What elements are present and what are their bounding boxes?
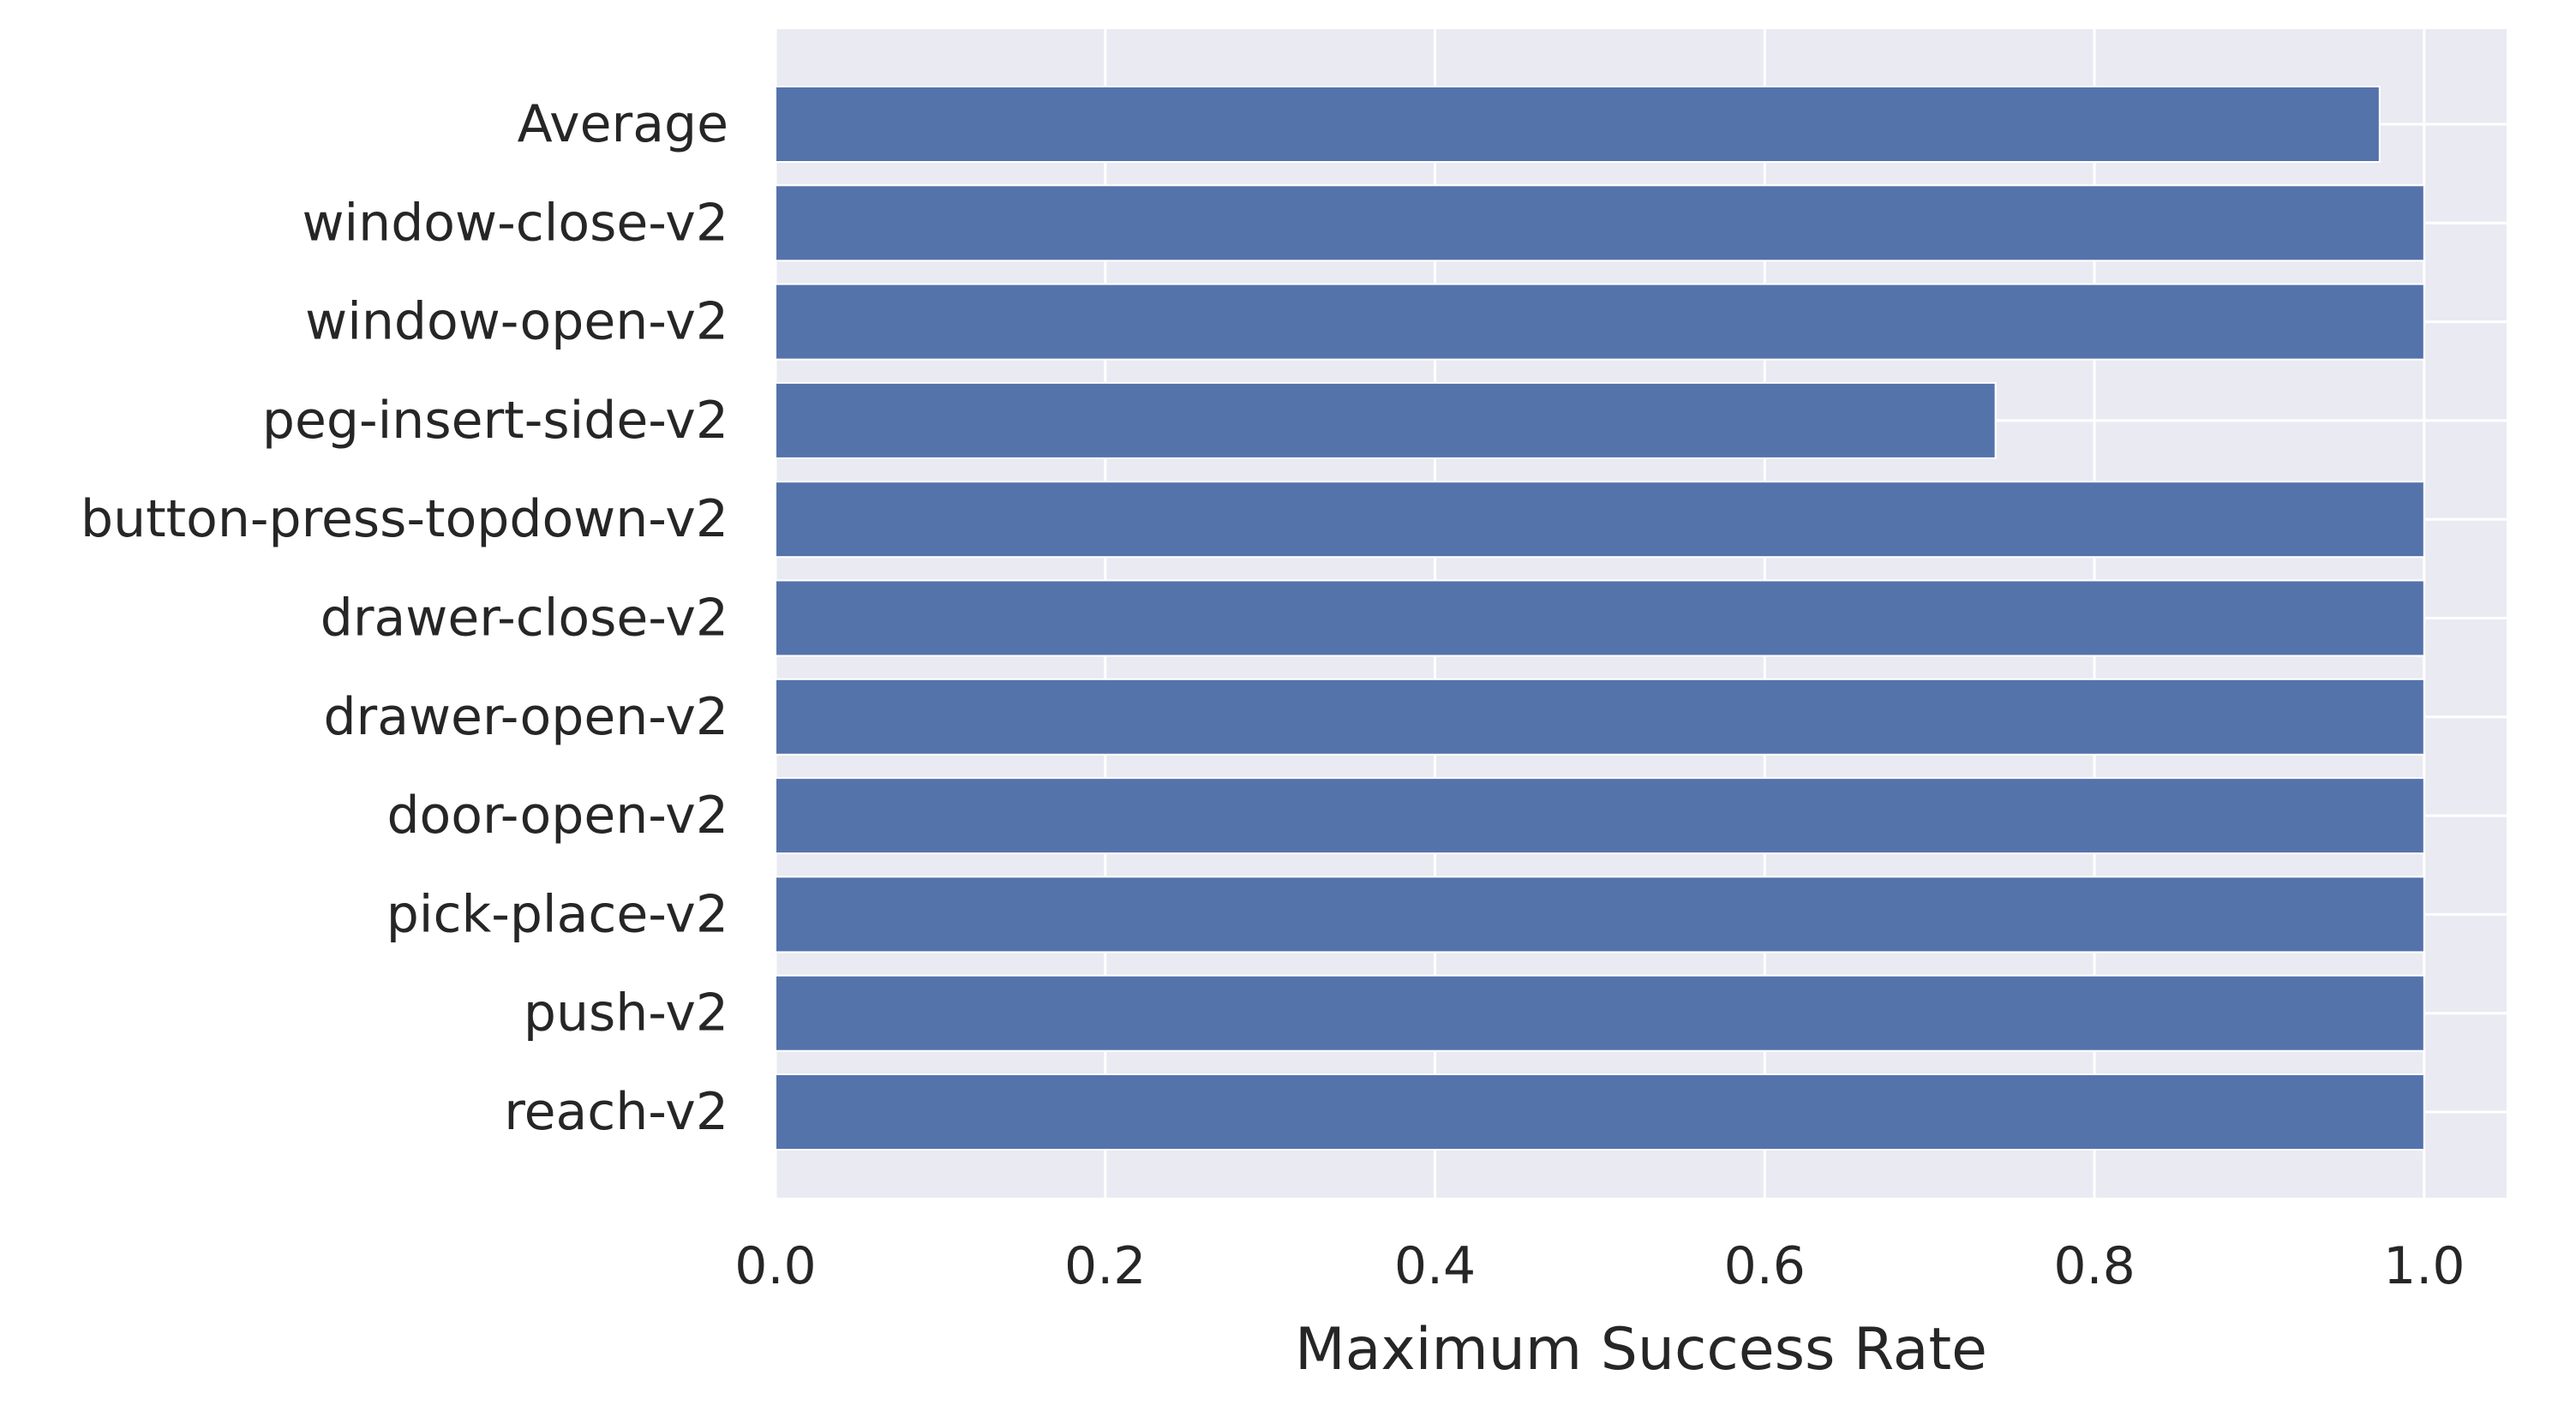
bar-peg-insert-side-v2	[775, 381, 1997, 459]
x-tick-label: 0.4	[1394, 1236, 1476, 1296]
y-tick-label: drawer-open-v2	[323, 687, 728, 747]
y-tick-label: Average	[518, 94, 728, 154]
bar-window-open-v2	[775, 283, 2425, 361]
x-tick-labels: 0.0 0.2 0.4 0.6 0.8 1.0	[734, 1236, 2465, 1296]
y-tick-label: button-press-topdown-v2	[81, 489, 728, 549]
x-tick-label: 0.8	[2053, 1236, 2135, 1296]
y-tick-label: push-v2	[524, 984, 728, 1043]
y-tick-label: window-open-v2	[305, 292, 728, 352]
y-tick-label: pick-place-v2	[386, 884, 728, 944]
bar-push-v2	[775, 974, 2425, 1052]
bar-door-open-v2	[775, 777, 2425, 855]
y-tick-label: window-close-v2	[302, 193, 728, 253]
bar-Average	[775, 86, 2381, 163]
x-tick-label: 0.6	[1724, 1236, 1806, 1296]
y-tick-labels: Average window-close-v2 window-open-v2 peg-…	[81, 94, 728, 1142]
bars	[775, 86, 2425, 1151]
y-tick-label: reach-v2	[504, 1082, 728, 1142]
bar-drawer-open-v2	[775, 678, 2425, 756]
y-tick-label: peg-insert-side-v2	[262, 391, 728, 451]
y-tick-label: drawer-close-v2	[321, 589, 728, 649]
y-tick-label: door-open-v2	[386, 786, 728, 846]
x-tick-label: 0.0	[734, 1236, 816, 1296]
x-axis-label: Maximum Success Rate	[1295, 1316, 1987, 1384]
bar-drawer-close-v2	[775, 579, 2425, 657]
x-tick-label: 0.2	[1064, 1236, 1146, 1296]
bar-pick-place-v2	[775, 876, 2425, 954]
x-tick-label: 1.0	[2383, 1236, 2465, 1296]
bar-reach-v2	[775, 1073, 2425, 1151]
bar-button-press-topdown-v2	[775, 481, 2425, 559]
bar-window-close-v2	[775, 184, 2425, 262]
